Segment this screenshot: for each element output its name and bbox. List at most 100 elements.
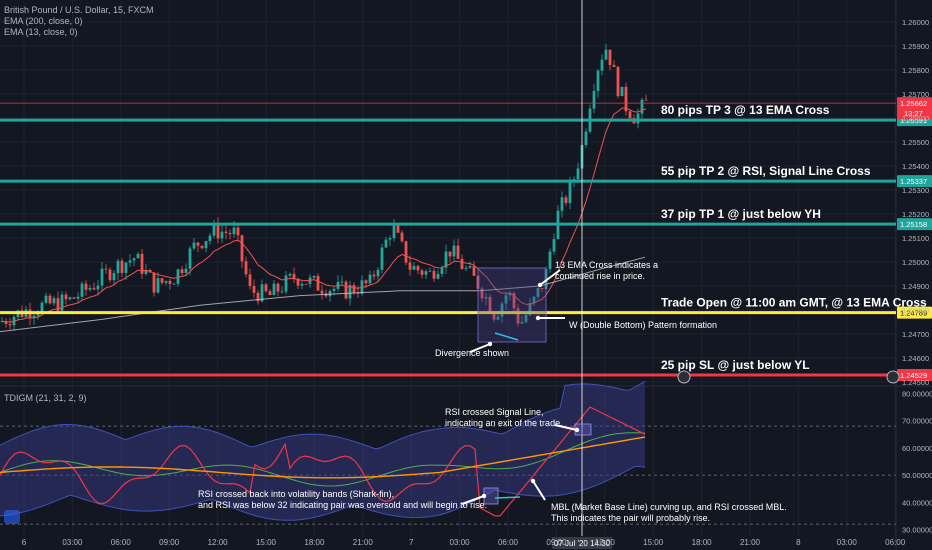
candle-body — [160, 278, 164, 283]
candle-body — [156, 278, 160, 293]
level-price-tag — [897, 306, 932, 319]
candle-body — [524, 314, 528, 322]
candle-body — [140, 253, 144, 274]
candle-body — [116, 260, 120, 274]
candle-body — [152, 272, 156, 293]
y-tick-label: 1.25900 — [902, 42, 929, 51]
candle-body — [396, 225, 400, 233]
candle-body — [328, 290, 332, 297]
x-tick-label: 06:00 — [885, 538, 906, 547]
arrow-head — [487, 341, 493, 347]
candle-body — [592, 90, 596, 109]
candle-body — [608, 49, 612, 66]
candle-body — [196, 242, 200, 246]
candle-body — [108, 269, 112, 281]
w-pattern-box — [477, 267, 547, 343]
level-price-tag-text: 1.25158 — [900, 220, 927, 229]
candle-body — [456, 245, 460, 259]
y-tick-label: 1.26000 — [902, 18, 929, 27]
candle-body — [520, 321, 524, 324]
candle-body — [208, 235, 212, 242]
indicator-legend: TDIGM (21, 31, 2, 9) — [4, 393, 87, 404]
candle-body — [432, 270, 436, 279]
x-tick-label: 6 — [22, 538, 27, 547]
symbol-title: British Pound / U.S. Dollar, 15, FXCM — [4, 5, 154, 15]
candle-body — [252, 285, 256, 293]
ema13-line — [1, 107, 647, 323]
candle-body — [624, 86, 628, 112]
candle-body — [240, 235, 244, 262]
candle-body — [568, 181, 572, 204]
annotation-rsi-signal-line2: indicating an exit of the trade. — [445, 418, 563, 428]
level-price-tag — [897, 175, 932, 188]
candle-body — [216, 223, 220, 239]
x-tick-label: 06:00 — [498, 538, 519, 547]
annotation-arrow — [469, 343, 491, 353]
candle-body — [460, 258, 464, 270]
x-tick-label: 09:00 — [546, 538, 567, 547]
annotation-w-pattern: W (Double Bottom) Pattern formation — [569, 320, 717, 330]
current-price-tag-text: 1.25662 — [900, 99, 927, 108]
candle-body — [600, 59, 604, 71]
candle-body — [472, 266, 476, 276]
indicator-y-tick-label: 50.00000 — [902, 471, 932, 480]
axes: 6 03:00 06:00 09:00 12:00 15:00 18:00 21:00 7 03:… — [22, 18, 932, 547]
candle-body — [444, 251, 448, 268]
candle-body — [352, 285, 356, 293]
x-tick-label: 18:00 — [304, 538, 325, 547]
candle-body — [516, 308, 520, 324]
annotation-ema-cross-line2: continued rise in price. — [555, 271, 645, 281]
candle-body — [292, 273, 296, 279]
candle-body — [576, 168, 580, 180]
candle-body — [220, 231, 224, 239]
level-price-tag — [897, 218, 932, 231]
level-label: 80 pips TP 3 @ 13 EMA Cross — [661, 103, 830, 117]
candle-body — [412, 266, 416, 270]
candle-body — [64, 294, 68, 300]
level-price-tag-text: 1.24529 — [900, 371, 927, 380]
y-tick-label: 1.25700 — [902, 90, 929, 99]
annotation-mbl-line2: This indicates the pair will probably ri… — [551, 513, 710, 523]
candle-body — [404, 241, 408, 263]
indicator-y-tick-label: 80.00000 — [902, 389, 932, 398]
candle-body — [48, 295, 52, 304]
candle-body — [248, 274, 252, 286]
candle-body — [256, 292, 260, 302]
candle-body — [376, 269, 380, 277]
candle-body — [168, 280, 172, 284]
candle-body — [512, 293, 516, 309]
candle-body — [324, 293, 328, 297]
level-price-tag — [897, 369, 932, 382]
candle-body — [364, 280, 368, 284]
candle-body — [480, 288, 484, 299]
event-marker-icon — [886, 370, 900, 384]
annotation-shark-fin-line1: RSI crossed back into volatility bands (… — [198, 489, 394, 499]
x-tick-label: 03:00 — [62, 538, 83, 547]
y-tick-label: 1.24600 — [902, 354, 929, 363]
x-tick-label: 03:00 — [450, 538, 471, 547]
price-levels: 80 pips TP 3 @ 13 EMA Cross 1.25591 55 pip… — [0, 97, 932, 382]
candle-body — [560, 197, 564, 211]
drawings: 07 Jul '20 14:30 13 EMA Cross indicates a… — [4, 0, 900, 549]
level-label: 25 pip SL @ just below YL — [661, 358, 810, 372]
candle-body — [604, 49, 608, 60]
y-tick-label: 1.25800 — [902, 66, 929, 75]
candle-body — [264, 284, 268, 292]
candle-body — [228, 232, 232, 235]
candle-body — [368, 274, 372, 284]
annotation-rsi-signal-line1: RSI crossed Signal Line, — [445, 407, 544, 417]
candle-body — [44, 295, 48, 303]
y-tick-label: 1.25600 — [902, 114, 929, 123]
candle-body — [644, 99, 648, 101]
candle-body — [4, 321, 8, 325]
x-tick-label: 21:00 — [353, 538, 374, 547]
candle-body — [200, 245, 204, 249]
candle-body — [112, 273, 116, 281]
x-tick-label: 7 — [409, 538, 414, 547]
x-tick-label: 09:00 — [159, 538, 180, 547]
candle-body — [536, 288, 540, 297]
candle-body — [300, 283, 304, 286]
indicator-arrow-head — [481, 493, 487, 499]
candle-body — [92, 287, 96, 290]
